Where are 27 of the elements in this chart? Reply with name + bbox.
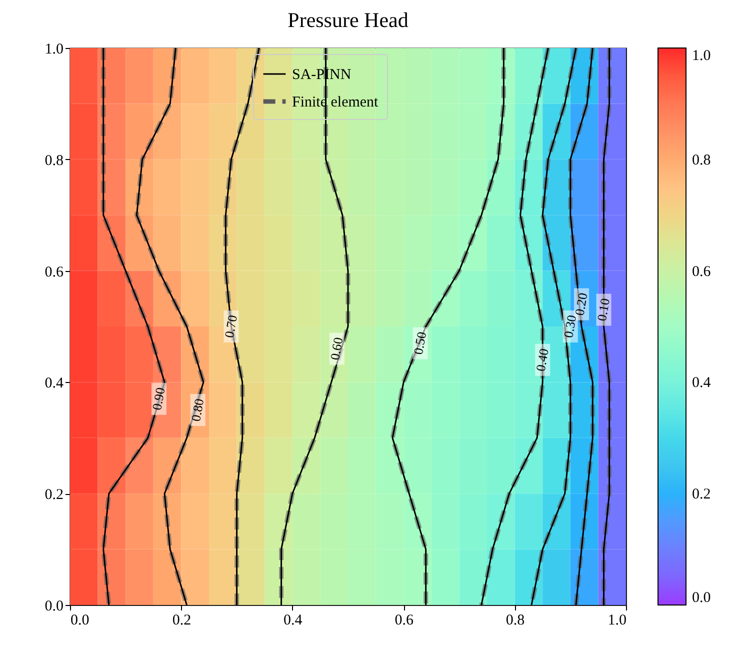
x-tick-label: 1.0 bbox=[608, 612, 626, 628]
color-bar-label: 0.2 bbox=[692, 486, 711, 503]
annotation: 0.10 bbox=[594, 297, 613, 322]
y-tick-label: 0.8 bbox=[44, 152, 64, 169]
legend-label: Finite element bbox=[292, 94, 380, 110]
x-tick-label: 0.4 bbox=[284, 612, 303, 628]
color-bar-label: 0.6 bbox=[692, 264, 712, 280]
y-tick-label: 0.6 bbox=[44, 264, 64, 280]
color-bar-label: 1.0 bbox=[692, 48, 711, 64]
y-tick-label: 0.2 bbox=[44, 487, 64, 504]
x-tick-label: 0.0 bbox=[70, 612, 90, 628]
chart-title: Pressure Head bbox=[288, 8, 409, 32]
annotation: 0.80 bbox=[188, 397, 207, 422]
y-tick-label: 0.4 bbox=[44, 376, 64, 392]
annotation: 0.60 bbox=[327, 336, 346, 362]
x-tick-label: 0.6 bbox=[394, 612, 414, 628]
annotation: 0.40 bbox=[532, 347, 552, 372]
x-tick-label: 0.8 bbox=[506, 612, 525, 628]
annotation: 0.90 bbox=[149, 386, 168, 412]
y-tick-label: 1.0 bbox=[44, 42, 64, 58]
annotation: 0.50 bbox=[410, 330, 430, 356]
y-tick-label: 0.0 bbox=[44, 598, 64, 614]
x-tick-label: 0.2 bbox=[172, 612, 192, 628]
color-bar-label: 0.8 bbox=[692, 152, 711, 168]
color-bar-label: 0.0 bbox=[692, 590, 711, 606]
annotation: 0.70 bbox=[221, 314, 240, 339]
color-bar-label: 0.4 bbox=[692, 375, 712, 392]
